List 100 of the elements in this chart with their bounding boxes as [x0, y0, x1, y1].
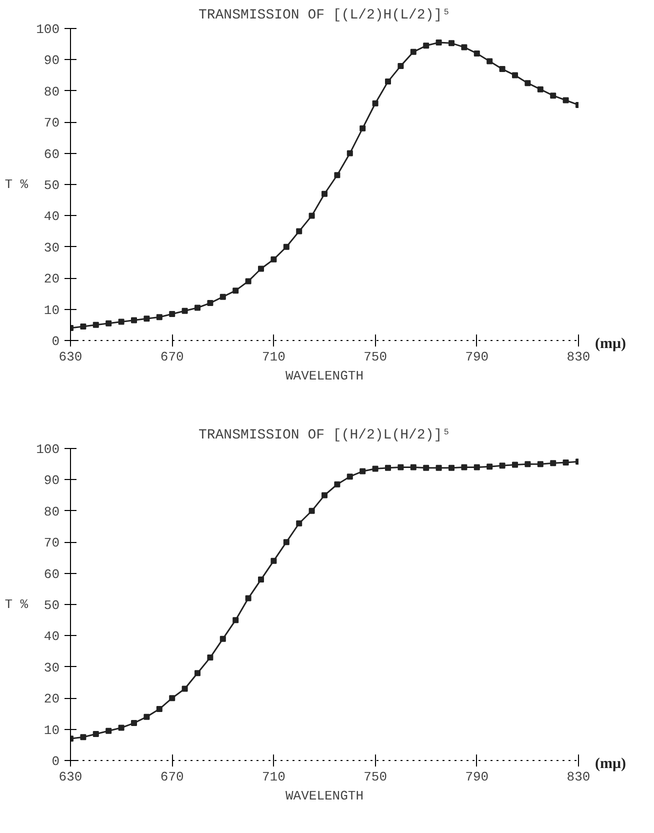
- point: [562, 460, 569, 466]
- point: [207, 654, 214, 661]
- point: [537, 86, 544, 92]
- point: [537, 461, 544, 468]
- x-tick-label: 790: [465, 770, 489, 784]
- point: [245, 595, 252, 602]
- point: [334, 481, 340, 488]
- y-tick-label: 40: [44, 629, 60, 644]
- point: [194, 670, 200, 676]
- point: [144, 714, 150, 720]
- point: [512, 462, 518, 468]
- x-tick-label: 830: [566, 770, 590, 784]
- point: [461, 464, 468, 470]
- point: [296, 520, 302, 526]
- x-tick-label: 750: [364, 350, 388, 364]
- x-tick-label: 630: [58, 770, 82, 784]
- point: [92, 730, 99, 737]
- y-tick-label: 90: [44, 473, 60, 488]
- x-tick-label: 790: [465, 350, 489, 364]
- point: [550, 92, 556, 99]
- x-tick-label: 630: [58, 350, 82, 364]
- point: [461, 44, 468, 50]
- y-tick-label: 50: [44, 178, 60, 193]
- x-tick-label: 670: [160, 770, 184, 784]
- point: [524, 461, 531, 468]
- point: [385, 464, 391, 471]
- point: [106, 728, 112, 734]
- y-tick-label: 10: [44, 722, 60, 738]
- point: [499, 66, 506, 72]
- y-tick-label: 100: [36, 442, 60, 457]
- point: [232, 617, 239, 624]
- text: (mμ): [595, 755, 626, 774]
- point: [182, 686, 188, 692]
- point: [92, 322, 99, 328]
- point: [308, 508, 315, 514]
- point: [334, 172, 340, 178]
- y-tick-label: 70: [44, 536, 60, 551]
- point: [499, 462, 506, 469]
- point: [270, 558, 277, 564]
- point: [448, 464, 454, 471]
- y-tick-label: 80: [44, 84, 60, 100]
- point: [270, 256, 277, 262]
- point: [194, 304, 200, 311]
- point: [550, 460, 556, 466]
- point: [322, 492, 328, 498]
- y-tick-label: 20: [44, 272, 60, 287]
- y-tick-label: 80: [44, 504, 60, 520]
- point: [486, 58, 493, 64]
- x-axis-title: WAVELENGTH: [285, 368, 364, 384]
- chart-title: TRANSMISSION OF [(L/2)H(L/2)]⁵: [198, 8, 451, 24]
- point: [106, 320, 112, 326]
- y-tick-label: 90: [44, 53, 60, 68]
- point: [245, 278, 252, 284]
- y-tick-label: 0: [52, 334, 60, 349]
- point: [258, 576, 264, 583]
- text: (mμ): [595, 335, 626, 354]
- point: [322, 190, 328, 197]
- x-tick-label: 710: [262, 770, 286, 784]
- y-tick-label: 30: [44, 240, 60, 256]
- point: [346, 474, 353, 480]
- x-tick-label: 670: [160, 350, 184, 364]
- point: [398, 62, 404, 69]
- chart-title: TRANSMISSION OF [(H/2)L(H/2)]⁵: [198, 428, 451, 444]
- y-tick-label: 70: [44, 116, 60, 131]
- y-tick-label: 20: [44, 692, 60, 707]
- y-axis-title: T %: [4, 177, 28, 192]
- point: [474, 464, 480, 470]
- y-tick-label: 50: [44, 598, 60, 613]
- point: [346, 150, 353, 156]
- point: [512, 72, 518, 78]
- point: [385, 78, 391, 85]
- point: [423, 42, 430, 49]
- point: [118, 318, 124, 325]
- x-tick-label: 830: [566, 350, 590, 364]
- point: [80, 734, 86, 740]
- point: [436, 40, 442, 46]
- point: [80, 323, 86, 330]
- point: [220, 636, 226, 642]
- point: [360, 125, 366, 132]
- point: [283, 539, 290, 546]
- point: [258, 266, 264, 272]
- point: [436, 464, 442, 471]
- point: [360, 468, 366, 474]
- y-tick-label: 0: [52, 754, 60, 769]
- point: [169, 310, 176, 317]
- point: [308, 212, 315, 219]
- y-tick-label: 40: [44, 209, 60, 224]
- point: [169, 695, 176, 702]
- x-tick-label: 710: [262, 350, 286, 364]
- point: [486, 464, 493, 470]
- y-tick-label: 60: [44, 146, 60, 162]
- point: [118, 724, 124, 731]
- y-axis-title: T %: [4, 597, 28, 612]
- point: [144, 316, 150, 322]
- point: [182, 308, 188, 314]
- point: [410, 48, 416, 55]
- point: [423, 464, 430, 471]
- point: [398, 464, 404, 470]
- x-tick-label: 750: [364, 770, 388, 784]
- point: [156, 706, 162, 712]
